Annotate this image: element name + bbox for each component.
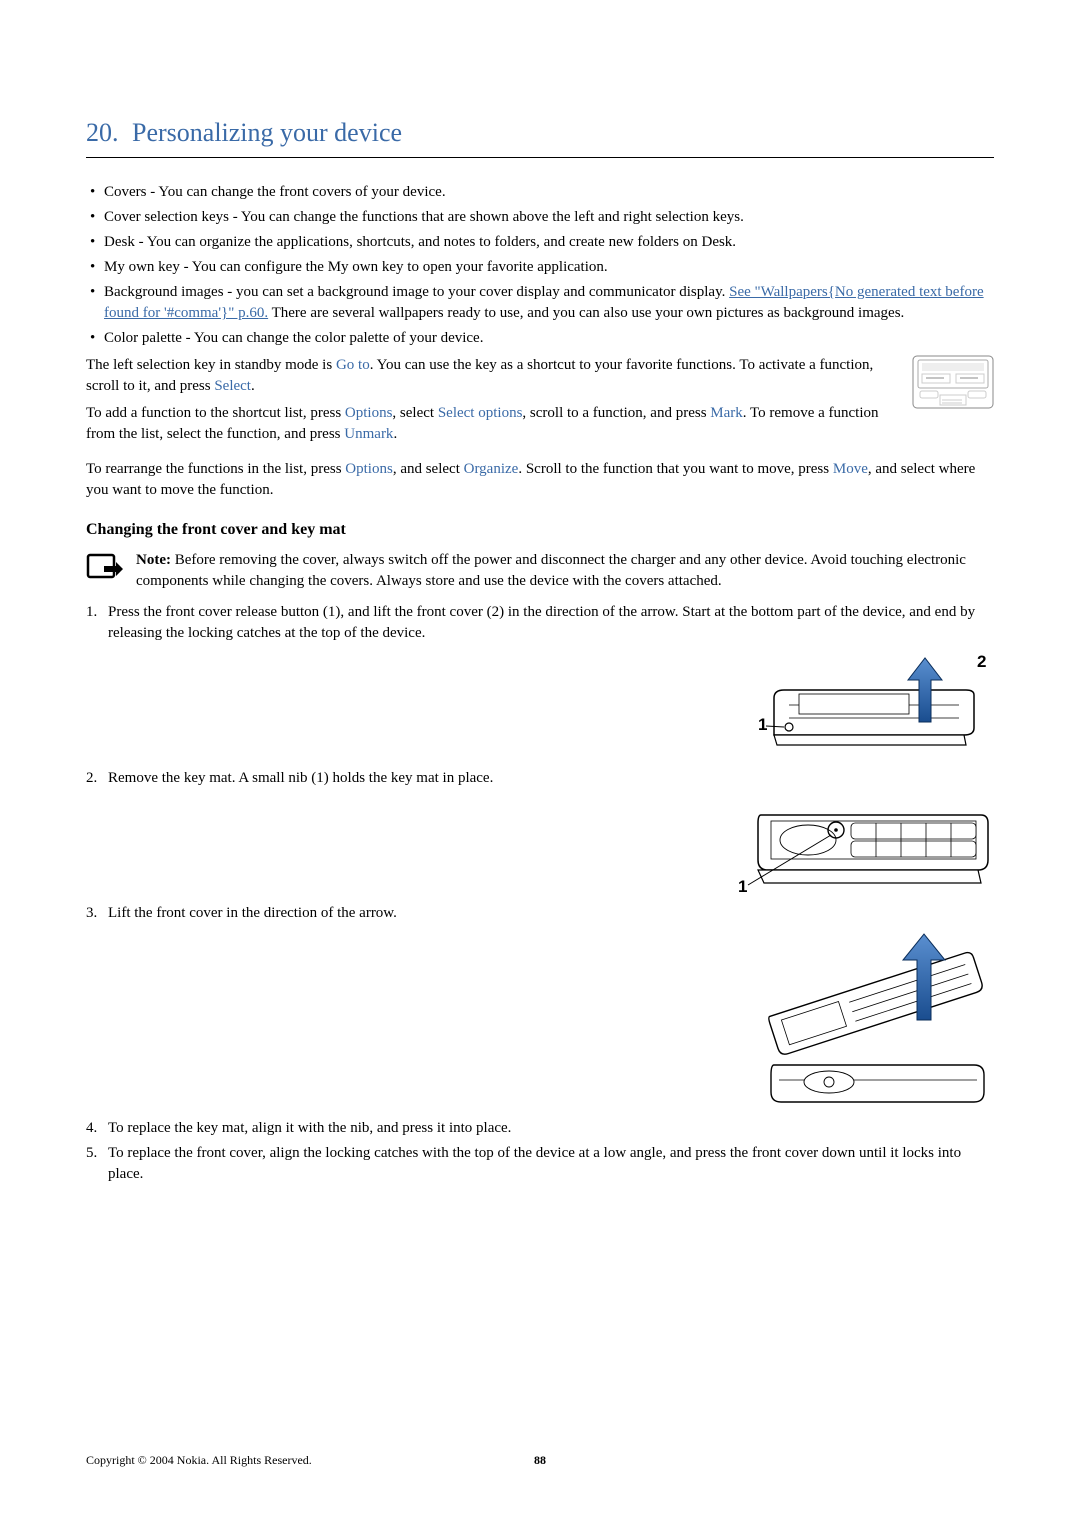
- step-text: To replace the key mat, align it with th…: [108, 1120, 511, 1136]
- list-item: My own key - You can configure the My ow…: [86, 257, 994, 278]
- ui-term-options: Options: [345, 461, 393, 477]
- ui-term-move: Move: [833, 461, 868, 477]
- steps-list: Press the front cover release button (1)…: [86, 602, 994, 1185]
- text: To rearrange the functions in the list, …: [86, 461, 345, 477]
- figure-label-1: 1: [738, 877, 747, 895]
- step-text: To replace the front cover, align the lo…: [108, 1145, 961, 1182]
- ui-term-organize: Organize: [464, 461, 519, 477]
- paragraph: To add a function to the shortcut list, …: [86, 403, 994, 445]
- chapter-header: 20. Personalizing your device: [86, 115, 994, 158]
- keymat-illustration: 1: [736, 795, 994, 895]
- ui-term-mark: Mark: [710, 405, 743, 421]
- text: There are several wallpapers ready to us…: [268, 305, 904, 321]
- step-item: Remove the key mat. A small nib (1) hold…: [86, 768, 994, 895]
- chapter-number: 20.: [86, 115, 132, 151]
- step-text: Press the front cover release button (1)…: [108, 604, 975, 641]
- text: Before removing the cover, always switch…: [136, 552, 966, 589]
- step-item: Press the front cover release button (1)…: [86, 602, 994, 760]
- figure-label-1: 1: [758, 715, 767, 734]
- step-item: Lift the front cover in the direction of…: [86, 903, 994, 1110]
- text: To add a function to the shortcut list, …: [86, 405, 345, 421]
- ui-term-goto: Go to: [336, 357, 370, 373]
- step-item: To replace the key mat, align it with th…: [86, 1118, 994, 1139]
- list-item: Cover selection keys - You can change th…: [86, 207, 994, 228]
- cover-release-illustration: 1 2: [744, 650, 994, 760]
- chapter-title: Personalizing your device: [132, 115, 402, 151]
- note-label: Note:: [136, 552, 175, 568]
- list-item: Background images - you can set a backgr…: [86, 282, 994, 324]
- text: , scroll to a function, and press: [522, 405, 710, 421]
- list-item: Color palette - You can change the color…: [86, 328, 994, 349]
- goto-section: The left selection key in standby mode i…: [86, 355, 994, 451]
- page-footer: Copyright © 2004 Nokia. All Rights Reser…: [86, 1452, 994, 1469]
- note-icon: [86, 552, 124, 584]
- page-number: 88: [534, 1452, 546, 1469]
- ui-term-select-options: Select options: [438, 405, 523, 421]
- feature-bullet-list: Covers - You can change the front covers…: [86, 182, 994, 349]
- figure-1: 1 2: [108, 650, 994, 760]
- list-item: Covers - You can change the front covers…: [86, 182, 994, 203]
- text: Background images - you can set a backgr…: [104, 284, 729, 300]
- ui-term-select: Select: [214, 378, 251, 394]
- figure-label-2: 2: [977, 652, 986, 671]
- lift-cover-illustration: [759, 930, 994, 1110]
- paragraph: To rearrange the functions in the list, …: [86, 459, 994, 501]
- ui-term-options: Options: [345, 405, 393, 421]
- text: .: [393, 426, 397, 442]
- text: .: [251, 378, 255, 394]
- note-block: Note: Before removing the cover, always …: [86, 550, 994, 592]
- note-text: Note: Before removing the cover, always …: [136, 550, 994, 592]
- figure-3: [108, 930, 994, 1110]
- paragraph: The left selection key in standby mode i…: [86, 355, 994, 397]
- phone-front-illustration: [912, 355, 994, 409]
- text: , and select: [393, 461, 464, 477]
- text: . Scroll to the function that you want t…: [518, 461, 833, 477]
- text: , select: [392, 405, 437, 421]
- step-item: To replace the front cover, align the lo…: [86, 1143, 994, 1185]
- step-text: Lift the front cover in the direction of…: [108, 905, 397, 921]
- list-item: Desk - You can organize the applications…: [86, 232, 994, 253]
- step-text: Remove the key mat. A small nib (1) hold…: [108, 770, 493, 786]
- section-heading: Changing the front cover and key mat: [86, 519, 994, 541]
- ui-term-unmark: Unmark: [344, 426, 393, 442]
- text: The left selection key in standby mode i…: [86, 357, 336, 373]
- figure-2: 1: [108, 795, 994, 895]
